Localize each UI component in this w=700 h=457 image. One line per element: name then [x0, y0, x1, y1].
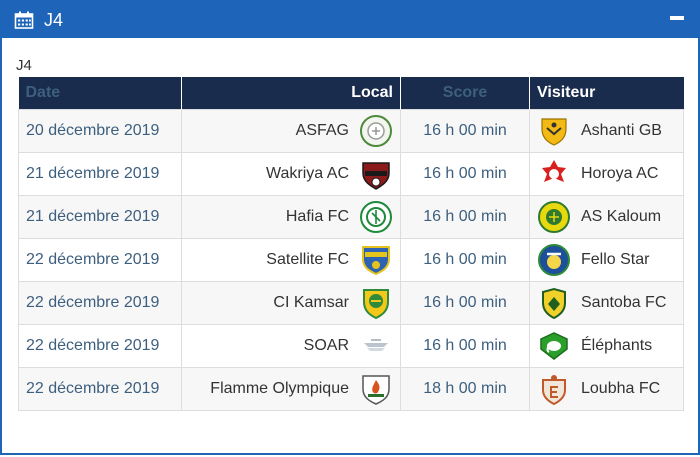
match-score: 16 h 00 min [400, 109, 530, 153]
fello-star-crest-icon [537, 243, 571, 277]
local-team-cell: Satellite FC [181, 238, 401, 282]
visitor-team: Fello Star [537, 243, 649, 277]
local-team: ASFAG [296, 114, 393, 148]
local-team: CI Kamsar [273, 286, 393, 320]
match-score: 18 h 00 min [400, 367, 530, 411]
visitor-team-cell: Éléphants [529, 324, 684, 368]
fixtures-table: Date Local Score Visiteur 20 décembre 20… [18, 77, 684, 411]
elephants-crest-icon [537, 329, 571, 363]
visitor-team-cell: Fello Star [529, 238, 684, 282]
local-team-name: Flamme Olympique [210, 380, 349, 397]
match-date: 22 décembre 2019 [18, 281, 182, 325]
visitor-team-cell: Horoya AC [529, 152, 684, 196]
local-team-name: SOAR [303, 337, 349, 354]
loubha-fc-crest-icon [537, 372, 571, 406]
collapse-icon[interactable] [670, 16, 684, 20]
match-date: 22 décembre 2019 [18, 324, 182, 368]
match-score: 16 h 00 min [400, 281, 530, 325]
local-team-cell: ASFAG [181, 109, 401, 153]
local-team-name: CI Kamsar [273, 294, 349, 311]
visitor-team: Horoya AC [537, 157, 658, 191]
calendar-icon [14, 11, 34, 29]
column-header-local: Local [181, 77, 401, 110]
match-date: 20 décembre 2019 [18, 109, 182, 153]
local-team-cell: Hafia FC [181, 195, 401, 239]
local-team-cell: CI Kamsar [181, 281, 401, 325]
asfag-crest-icon [359, 114, 393, 148]
column-header-score: Score [400, 77, 530, 110]
horoya-ac-crest-icon [537, 157, 571, 191]
visitor-team-name: Horoya AC [581, 165, 659, 182]
visitor-team-cell: Loubha FC [529, 367, 684, 411]
visitor-team-cell: Santoba FC [529, 281, 684, 325]
visitor-team-name: Ashanti GB [581, 122, 662, 139]
ci-kamsar-crest-icon [359, 286, 393, 320]
column-header-visiteur: Visiteur [529, 77, 684, 110]
visitor-team-name: Éléphants [581, 337, 653, 354]
local-team: Flamme Olympique [210, 372, 393, 406]
table-row: 22 décembre 2019 Flamme Olympique 18 h 00 … [18, 367, 684, 411]
visitor-team: Santoba FC [537, 286, 666, 320]
match-score: 16 h 00 min [400, 324, 530, 368]
visitor-team: Ashanti GB [537, 114, 662, 148]
as-kaloum-crest-icon [537, 200, 571, 234]
table-row: 21 décembre 2019 Wakriya AC 16 h 00 min Hor… [18, 152, 684, 196]
visitor-team-name: AS Kaloum [581, 208, 662, 225]
wakriya-ac-crest-icon [359, 157, 393, 191]
match-date: 21 décembre 2019 [18, 195, 182, 239]
match-score: 16 h 00 min [400, 152, 530, 196]
local-team-name: ASFAG [295, 122, 349, 139]
local-team-cell: Flamme Olympique [181, 367, 401, 411]
match-date: 21 décembre 2019 [18, 152, 182, 196]
visitor-team-cell: AS Kaloum [529, 195, 684, 239]
local-team: Satellite FC [266, 243, 393, 277]
soar-crest-icon [359, 329, 393, 363]
table-row: 22 décembre 2019 Satellite FC 16 h 00 min F… [18, 238, 684, 282]
local-team-cell: SOAR [181, 324, 401, 368]
table-row: 20 décembre 2019 ASFAG 16 h 00 min Ashanti … [18, 109, 684, 153]
panel-header: J4 [2, 2, 698, 38]
table-row: 22 décembre 2019 SOAR 16 h 00 min Éléphants [18, 324, 684, 368]
visitor-team: Loubha FC [537, 372, 660, 406]
local-team-cell: Wakriya AC [181, 152, 401, 196]
local-team: SOAR [304, 329, 393, 363]
match-date: 22 décembre 2019 [18, 238, 182, 282]
local-team-name: Wakriya AC [266, 165, 349, 182]
table-caption: J4 [16, 57, 32, 74]
match-score: 16 h 00 min [400, 195, 530, 239]
table-row: 22 décembre 2019 CI Kamsar 16 h 00 min Sant… [18, 281, 684, 325]
visitor-team-name: Loubha FC [581, 380, 661, 397]
flamme-olympique-crest-icon [359, 372, 393, 406]
visitor-team-name: Santoba FC [581, 294, 667, 311]
table-header-row: Date Local Score Visiteur [18, 77, 684, 110]
santoba-fc-crest-icon [537, 286, 571, 320]
visitor-team-name: Fello Star [581, 251, 650, 268]
visitor-team: Éléphants [537, 329, 652, 363]
local-team: Wakriya AC [266, 157, 393, 191]
table-row: 21 décembre 2019 Hafia FC 16 h 00 min AS Ka… [18, 195, 684, 239]
column-header-date: Date [18, 77, 182, 110]
ashanti-gb-crest-icon [537, 114, 571, 148]
hafia-fc-crest-icon [359, 200, 393, 234]
local-team-name: Satellite FC [266, 251, 349, 268]
match-score: 16 h 00 min [400, 238, 530, 282]
visitor-team: AS Kaloum [537, 200, 661, 234]
local-team: Hafia FC [286, 200, 393, 234]
local-team-name: Hafia FC [285, 208, 349, 225]
match-date: 22 décembre 2019 [18, 367, 182, 411]
visitor-team-cell: Ashanti GB [529, 109, 684, 153]
satellite-fc-crest-icon [359, 243, 393, 277]
panel-title: J4 [44, 9, 64, 30]
